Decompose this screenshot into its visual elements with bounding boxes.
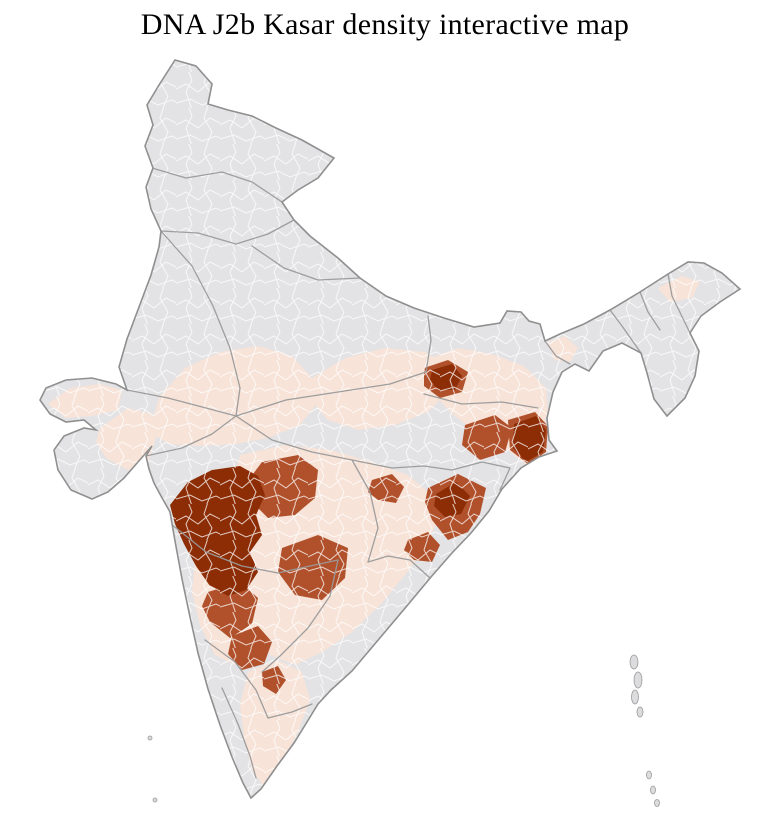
page-title: DNA J2b Kasar density interactive map xyxy=(140,8,630,41)
andaman-nicobar-islands xyxy=(629,654,660,807)
district-borders xyxy=(40,60,740,798)
state-borders xyxy=(126,167,691,779)
lakshadweep-islands xyxy=(147,735,158,803)
